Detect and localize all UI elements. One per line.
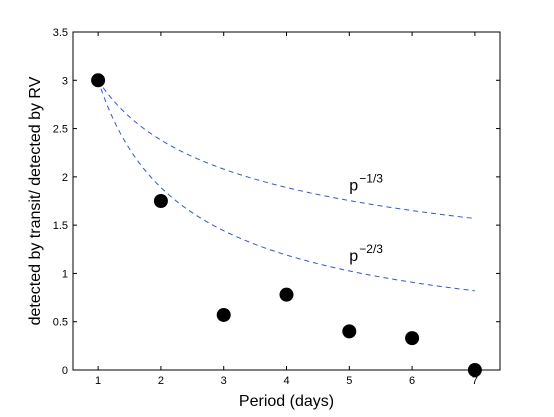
x-tick-label: 5 [346,375,352,387]
y-tick-label: 0.5 [53,317,68,329]
x-tick-label: 7 [472,375,478,387]
plot-area [72,31,501,371]
curve-labels: p −1/3p −2/3 [349,172,383,265]
x-axis-title: Period (days) [239,393,334,410]
x-tick-label: 6 [409,375,415,387]
curve-label: p [349,248,358,265]
y-tick-label: 1 [62,268,68,280]
data-point [405,331,420,346]
x-tick-label: 4 [283,375,289,387]
curve-label-exponent: −2/3 [359,242,383,256]
x-tick-label: 2 [158,375,164,387]
data-point [91,73,106,88]
y-tick-label: 1.5 [53,220,68,232]
y-tick-label: 3.5 [53,27,68,39]
y-tick-label: 0 [62,365,68,377]
x-tick-label: 1 [95,375,101,387]
data-point [153,194,168,208]
axis-ticks: 1 2 3 4 5 6 7 0 0.5 1 1.5 2 2.5 3 3.5 [53,27,500,387]
data-point [279,287,294,302]
y-axis-title: detected by transit/ detected by RV [27,76,44,325]
y-tick-label: 3 [62,75,68,87]
y-tick-label: 2.5 [53,124,68,136]
data-point [216,307,231,322]
data-points [91,73,482,377]
curve-line [97,80,475,292]
data-point [467,363,482,377]
curve-label-exponent: −1/3 [359,172,383,186]
y-tick-label: 2 [62,172,68,184]
data-point [342,324,357,339]
curves [97,80,475,292]
x-tick-label: 3 [221,375,227,387]
curve-label: p [349,178,358,195]
